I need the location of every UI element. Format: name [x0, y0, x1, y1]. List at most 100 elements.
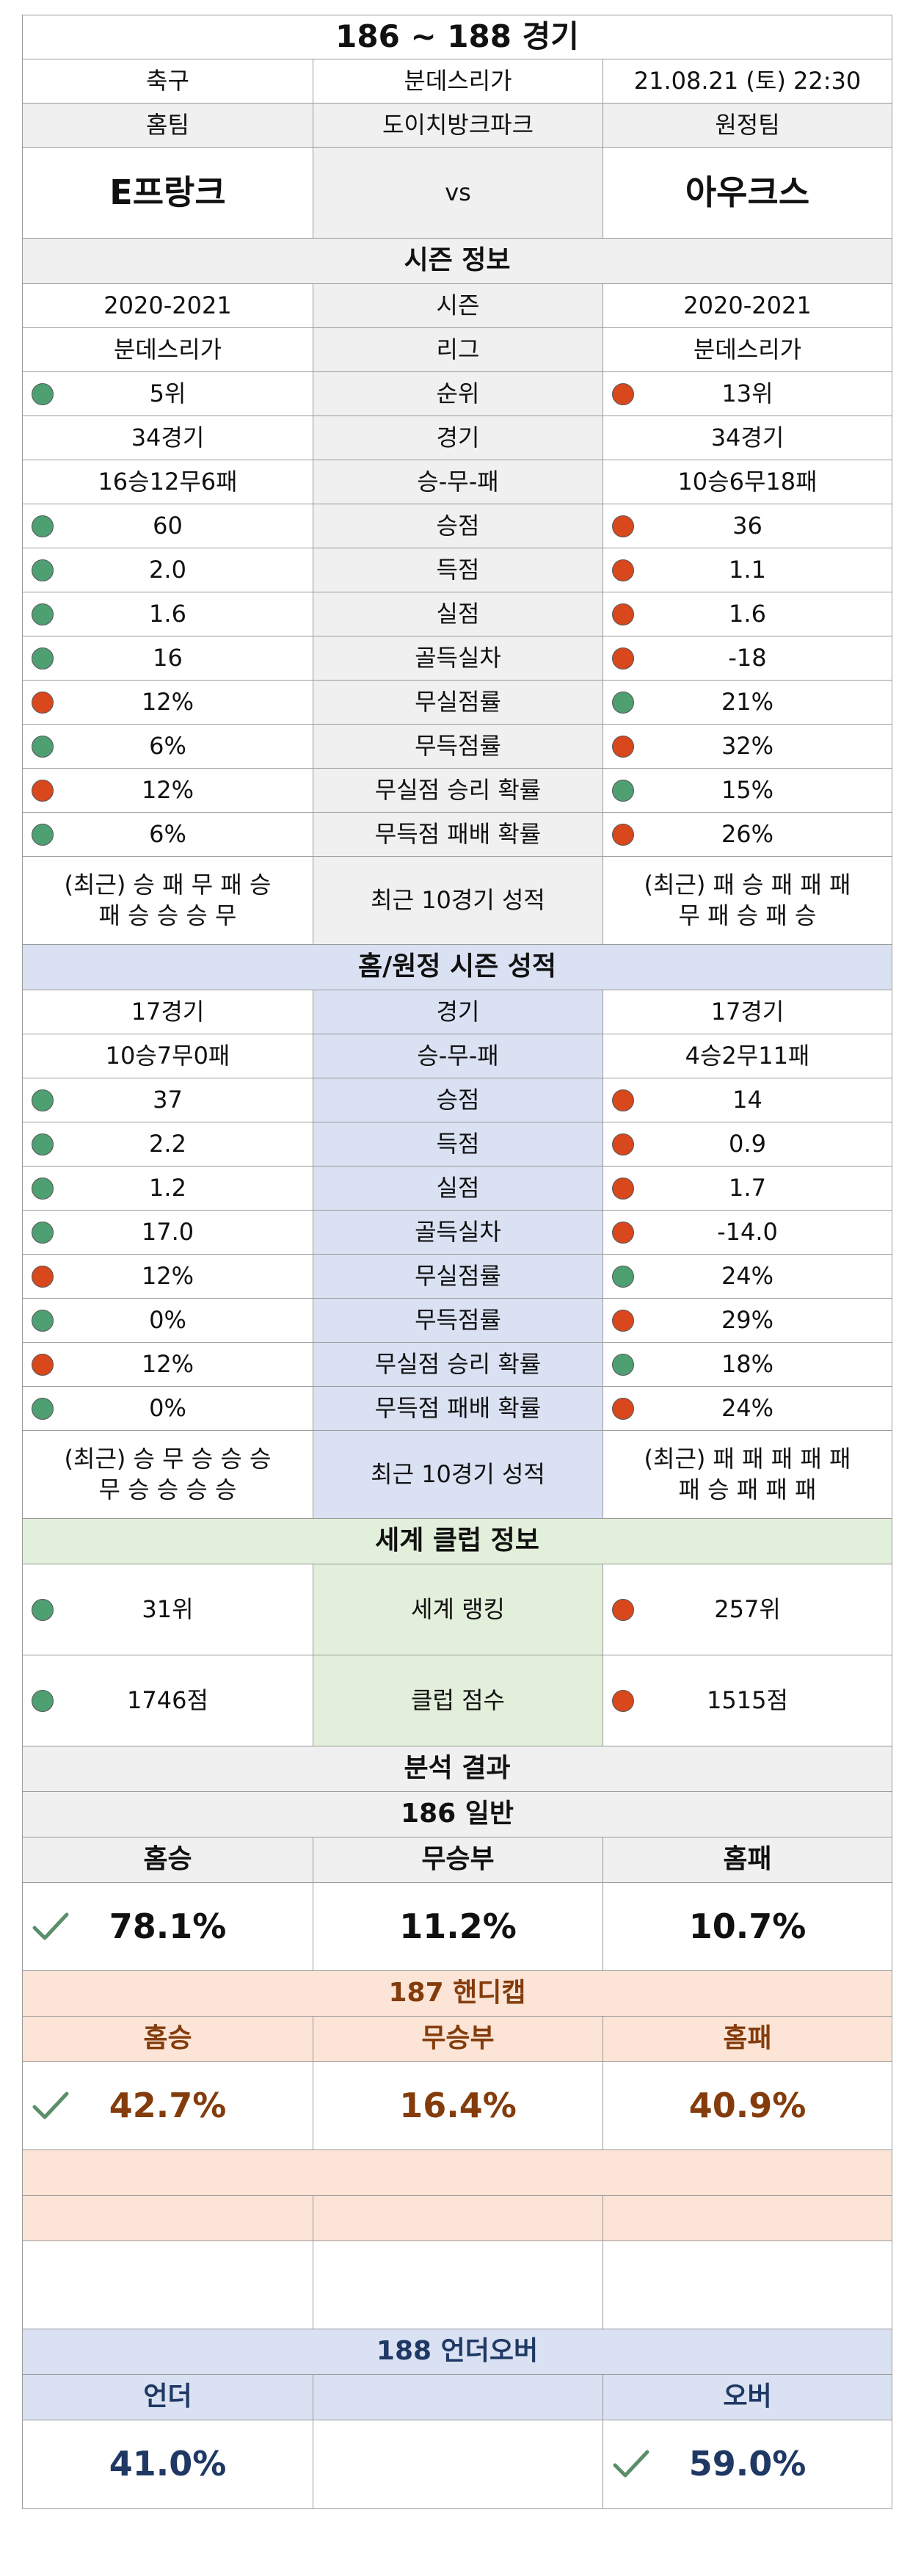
green-dot-icon	[32, 559, 54, 581]
home-stat-value: 2.2	[149, 1129, 186, 1158]
home-stat-cell: 60	[22, 504, 313, 549]
home-stat-cell: 분데스리가	[22, 327, 313, 373]
stat-label: 무득점 패배 확률	[312, 812, 604, 857]
check-icon	[32, 2091, 69, 2119]
stat-label: 골득실차	[312, 636, 604, 681]
handicap-home-win-value: 42.7%	[22, 2061, 313, 2151]
away-stat-value: 14	[732, 1085, 762, 1114]
home-away-stats-table: 17경기 경기 17경기 10승7무0패 승-무-패 4승2무11패 37 승점 14 2.2 득점…	[22, 990, 892, 1432]
red-dot-icon	[612, 1598, 634, 1621]
stat-label: 경기	[312, 990, 604, 1035]
away-stat-cell: 17경기	[603, 990, 892, 1035]
away-stat-cell: 15%	[603, 768, 892, 813]
away-stat-value: 34경기	[710, 423, 785, 451]
under-header: 언더	[22, 2374, 313, 2421]
green-dot-icon	[612, 1353, 634, 1376]
away-stat-cell: 1.6	[603, 592, 892, 637]
home-stat-value: 37	[153, 1085, 183, 1114]
away-stat-value: 17경기	[710, 997, 785, 1026]
red-dot-icon	[612, 603, 634, 625]
general-home-win-value: 78.1%	[22, 1882, 313, 1972]
home-stat-cell: 17.0	[22, 1210, 313, 1255]
home-stat-cell: 5위	[22, 371, 313, 417]
green-dot-icon	[32, 1309, 54, 1332]
red-dot-icon	[612, 1397, 634, 1420]
home-away-section-title: 홈/원정 시즌 성적	[22, 944, 892, 991]
home-stat-cell: 1746점	[22, 1655, 313, 1747]
general-draw-header: 무승부	[312, 1837, 604, 1884]
home-stat-cell: 2.0	[22, 548, 313, 593]
handicap-draw-header: 무승부	[312, 2016, 604, 2063]
away-stat-value: -18	[728, 643, 767, 672]
home-stat-cell: 16승12무6패	[22, 460, 313, 505]
away-venue-recent-form: (최근) 패 패 패 패 패 패 승 패 패 패	[603, 1430, 892, 1520]
away-stat-value: 26%	[721, 819, 774, 848]
stat-label: 실점	[312, 592, 604, 637]
empty-peach-cell	[312, 2195, 604, 2242]
red-dot-icon	[32, 779, 54, 802]
away-stat-cell: -18	[603, 636, 892, 681]
home-stat-value: 6%	[149, 819, 186, 848]
green-dot-icon	[32, 735, 54, 758]
empty-cell	[312, 2241, 604, 2330]
home-stat-cell: 16	[22, 636, 313, 681]
away-stat-cell: 1.7	[603, 1166, 892, 1211]
home-stat-value: 1.2	[149, 1173, 186, 1202]
away-stat-value: -14.0	[717, 1217, 778, 1246]
away-stat-cell: 34경기	[603, 416, 892, 461]
away-recent-form-line2: 무 패 승 패 승	[678, 901, 817, 929]
red-dot-icon	[32, 691, 54, 714]
over-pct: 59.0%	[688, 2443, 807, 2484]
green-dot-icon	[612, 1265, 634, 1288]
stat-label: 득점	[312, 1122, 604, 1167]
stat-label: 무득점률	[312, 724, 604, 769]
green-dot-icon	[32, 647, 54, 670]
home-stat-value: 12%	[141, 1349, 194, 1378]
empty-peach-cell	[603, 2195, 892, 2242]
stat-label: 무실점 승리 확률	[312, 768, 604, 813]
home-stat-value: 12%	[141, 1261, 194, 1290]
empty-peach-cell	[22, 2195, 313, 2242]
home-stat-value: 12%	[141, 775, 194, 804]
home-stat-cell: 6%	[22, 724, 313, 769]
home-stat-cell: 0%	[22, 1298, 313, 1343]
green-dot-icon	[612, 779, 634, 802]
red-dot-icon	[612, 1177, 634, 1200]
datetime-cell: 21.08.21 (토) 22:30	[603, 59, 892, 104]
general-title: 186 일반	[22, 1791, 892, 1838]
stat-label: 무실점률	[312, 1254, 604, 1299]
handicap-home-win-header: 홈승	[22, 2016, 313, 2063]
general-home-win-pct: 78.1%	[109, 1906, 227, 1946]
stat-label: 득점	[312, 548, 604, 593]
season-stats-table: 2020-2021 시즌 2020-2021 분데스리가 리그 분데스리가 5위 순위 13위 3…	[22, 283, 892, 857]
away-stat-cell: 0.9	[603, 1122, 892, 1167]
red-dot-icon	[32, 1353, 54, 1376]
over-value: 59.0%	[603, 2420, 892, 2509]
page-title: 186 ~ 188 경기	[22, 15, 892, 60]
away-stat-value: 257위	[714, 1594, 781, 1623]
away-venue-recent-form-line1: (최근) 패 패 패 패 패	[644, 1445, 851, 1473]
away-stat-cell: 29%	[603, 1298, 892, 1343]
home-stat-cell: 17경기	[22, 990, 313, 1035]
away-stat-cell: 257위	[603, 1564, 892, 1656]
general-home-loss-value: 10.7%	[603, 1882, 892, 1972]
handicap-title: 187 핸디캡	[22, 1970, 892, 2017]
red-dot-icon	[612, 1309, 634, 1332]
away-stat-cell: 26%	[603, 812, 892, 857]
away-stat-value: 2020-2021	[683, 291, 812, 319]
away-stat-value: 24%	[721, 1393, 774, 1422]
stat-label: 무득점률	[312, 1298, 604, 1343]
home-venue-recent-form-line1: (최근) 승 무 승 승 승	[64, 1445, 272, 1473]
over-header: 오버	[603, 2374, 892, 2421]
away-stat-cell: 1515점	[603, 1655, 892, 1747]
home-stat-cell: 10승7무0패	[22, 1034, 313, 1079]
red-dot-icon	[612, 647, 634, 670]
stat-label: 승점	[312, 1078, 604, 1123]
green-dot-icon	[32, 515, 54, 537]
recent-form-label: 최근 10경기 성적	[312, 856, 604, 946]
red-dot-icon	[612, 559, 634, 581]
away-stat-cell: 10승6무18패	[603, 460, 892, 505]
away-venue-recent-form-line2: 패 승 패 패 패	[678, 1475, 817, 1503]
sport-cell: 축구	[22, 59, 313, 104]
home-team-name: E프랑크	[22, 147, 313, 239]
